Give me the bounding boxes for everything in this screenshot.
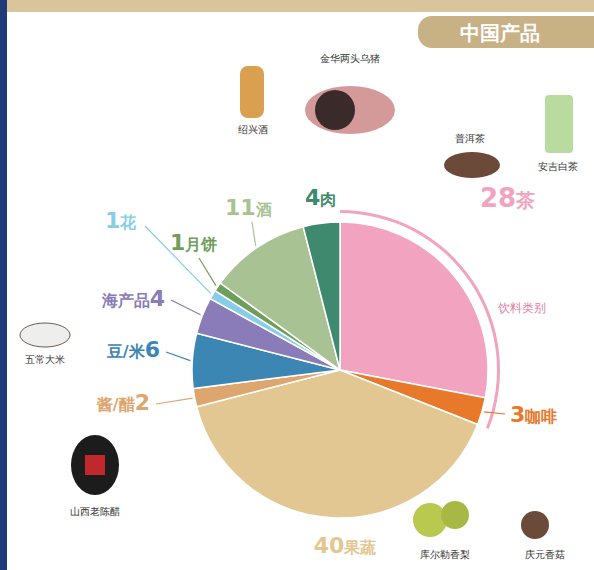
leader-line bbox=[252, 222, 256, 246]
label-value: 6 bbox=[145, 337, 160, 362]
data-label: 4肉 bbox=[305, 185, 336, 210]
label-category: 肉 bbox=[320, 190, 336, 209]
picture-caption: 金华两头乌猪 bbox=[320, 53, 380, 64]
label-category: 茶 bbox=[515, 189, 535, 211]
tea-cake-picture bbox=[444, 152, 500, 178]
label-category: 海产品 bbox=[101, 291, 150, 310]
label-category: 月饼 bbox=[184, 235, 217, 254]
leader-line bbox=[166, 352, 190, 361]
data-label: 11酒 bbox=[225, 195, 272, 220]
leader-line bbox=[199, 258, 216, 286]
label-value: 3 bbox=[510, 402, 525, 427]
pear-picture-2 bbox=[441, 501, 469, 529]
picture-caption: 安吉白茶 bbox=[538, 161, 578, 172]
picture-caption: 山西老陈醋 bbox=[70, 506, 120, 517]
label-value: 1 bbox=[170, 230, 185, 255]
jar-picture-label bbox=[85, 455, 105, 475]
tea-glass-picture bbox=[545, 95, 573, 153]
group-label: 饮料类别 bbox=[497, 301, 546, 315]
data-label: 海产品4 bbox=[101, 286, 165, 311]
group-bracket bbox=[340, 210, 500, 429]
header-band bbox=[0, 0, 594, 12]
chart-title: 中国产品 bbox=[460, 21, 540, 45]
rice-picture bbox=[20, 323, 70, 347]
pear-picture bbox=[413, 503, 447, 537]
data-label: 豆/米6 bbox=[106, 337, 160, 362]
label-category: 酱/醋 bbox=[96, 395, 135, 414]
data-label: 40果蔬 bbox=[314, 533, 377, 558]
label-value: 11 bbox=[225, 195, 256, 220]
label-value: 2 bbox=[135, 390, 150, 415]
picture-caption: 库尔勒香梨 bbox=[420, 549, 470, 560]
data-label: 1花 bbox=[105, 208, 137, 233]
leader-line bbox=[156, 398, 193, 404]
picture-caption: 普洱茶 bbox=[455, 133, 485, 144]
pie bbox=[192, 210, 500, 518]
data-label: 28茶 bbox=[480, 183, 535, 213]
pig-picture bbox=[305, 86, 395, 134]
title-tab bbox=[418, 16, 594, 48]
data-labels: 28茶3咖啡40果蔬酱/醋2豆/米6海产品41花1月饼11酒4肉 bbox=[96, 183, 557, 558]
mushroom-picture bbox=[521, 511, 549, 539]
label-category: 果蔬 bbox=[343, 538, 376, 557]
leader-line bbox=[171, 300, 201, 315]
label-category: 咖啡 bbox=[525, 407, 557, 426]
data-label: 酱/醋2 bbox=[96, 390, 150, 415]
picture-caption: 五常大米 bbox=[25, 354, 65, 365]
side-band bbox=[0, 0, 7, 570]
pig-picture-head bbox=[315, 90, 355, 130]
data-label: 1月饼 bbox=[170, 230, 217, 255]
label-category: 花 bbox=[119, 213, 137, 232]
chart-canvas: 中国产品饮料类别 金华两头乌猪绍兴酒普洱茶安吉白茶五常大米山西老陈醋库尔勒香梨 庆元… bbox=[0, 0, 594, 570]
wine-picture bbox=[240, 66, 264, 118]
label-value: 4 bbox=[150, 286, 165, 311]
label-value: 28 bbox=[480, 183, 516, 213]
jar-picture bbox=[71, 435, 119, 495]
label-value: 40 bbox=[314, 533, 345, 558]
label-value: 1 bbox=[105, 208, 120, 233]
label-value: 4 bbox=[305, 185, 320, 210]
data-label: 3咖啡 bbox=[510, 402, 557, 427]
picture-caption: 绍兴酒 bbox=[238, 124, 268, 135]
leader-line bbox=[484, 412, 505, 414]
label-category: 酒 bbox=[255, 200, 272, 219]
pie-slice bbox=[340, 222, 488, 398]
illustrations bbox=[20, 66, 573, 539]
label-category: 豆/米 bbox=[106, 342, 146, 361]
picture-caption: 庆元香菇 bbox=[525, 549, 565, 560]
pie-slice bbox=[303, 222, 340, 370]
